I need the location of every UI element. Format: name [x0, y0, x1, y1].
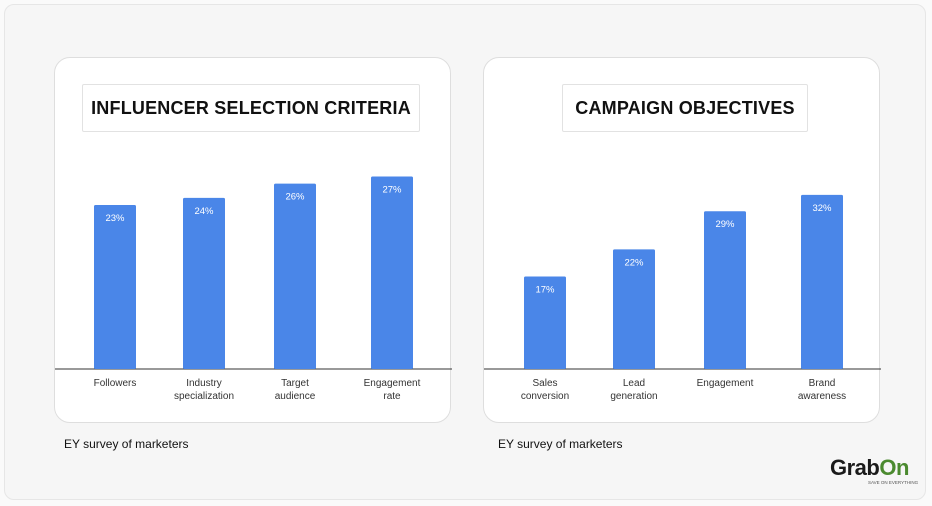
- campaign-objectives-chart: 17% Sales conversion 22% Lead generation 29% En…: [484, 194, 881, 402]
- bar: [94, 205, 136, 369]
- chart-source-note: EY survey of marketers: [64, 437, 189, 451]
- x-tick-label: audience: [275, 391, 316, 402]
- bar-value-label: 23%: [105, 213, 125, 224]
- bar-value-label: 24%: [194, 206, 214, 217]
- bar: [801, 194, 843, 369]
- x-tick-label: awareness: [798, 391, 846, 402]
- bar: [704, 211, 746, 369]
- x-tick-label: Brand: [809, 378, 836, 389]
- x-tick-label: generation: [610, 391, 657, 402]
- x-tick-label: Engagement: [697, 378, 754, 389]
- x-tick-label: Target: [281, 378, 309, 389]
- x-tick-label: Sales: [532, 378, 557, 389]
- bar-value-label: 27%: [382, 184, 402, 195]
- influencer-criteria-chart: 23% Followers 24% Industry specialization 26%…: [55, 176, 452, 402]
- grabon-logo: GrabOn SAVE ON EVERYTHING: [830, 455, 918, 488]
- logo-text: Grab: [830, 455, 880, 480]
- x-tick-label: Industry: [186, 378, 222, 389]
- bar: [371, 176, 413, 369]
- chart-source-note: EY survey of marketers: [498, 437, 623, 451]
- x-tick-label: conversion: [521, 391, 569, 402]
- influencer-criteria-card: INFLUENCER SELECTION CRITERIA 23% Followe…: [54, 57, 452, 423]
- logo-text-accent: On: [879, 455, 909, 480]
- x-tick-label: Followers: [94, 378, 137, 389]
- bar: [524, 276, 566, 369]
- bar-value-label: 17%: [535, 285, 555, 296]
- x-tick-label: Lead: [623, 378, 645, 389]
- bar: [613, 249, 655, 369]
- x-tick-label: specialization: [174, 391, 234, 402]
- bar-value-label: 26%: [285, 192, 305, 203]
- chart-title: CAMPAIGN OBJECTIVES: [562, 84, 808, 132]
- logo-tagline: SAVE ON EVERYTHING: [868, 480, 919, 485]
- x-tick-label: rate: [383, 391, 401, 402]
- chart-title: INFLUENCER SELECTION CRITERIA: [82, 84, 420, 132]
- x-tick-label: Engagement: [364, 378, 421, 389]
- bar-value-label: 22%: [624, 257, 644, 268]
- bar-value-label: 29%: [715, 219, 735, 230]
- bar: [183, 197, 225, 369]
- campaign-objectives-card: CAMPAIGN OBJECTIVES 17% Sales conversion 22…: [483, 57, 881, 423]
- bar-value-label: 32%: [812, 203, 832, 214]
- bar: [274, 183, 316, 369]
